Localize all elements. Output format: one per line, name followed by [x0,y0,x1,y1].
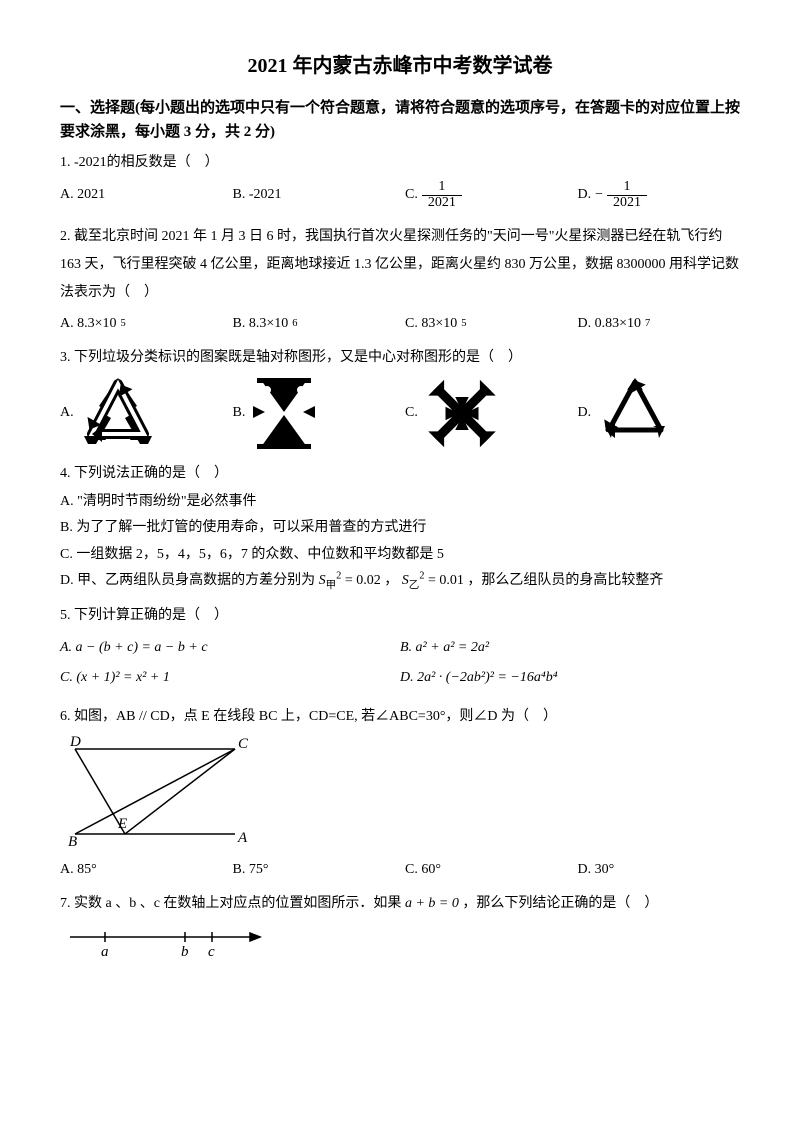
hourglass-arrows-icon [249,376,319,451]
q4-d-s2sub: 乙 [409,580,420,591]
q5-opt-d: D. 2a² · (−2ab²)² = −16a⁴b⁴ [400,667,740,689]
q4-opt-c: C. 一组数据 2，5，4，5，6，7 的众数、中位数和平均数都是 5 [60,544,740,566]
q6-label-d: D [69,734,81,750]
q7-figure: a b c [60,922,740,962]
q4-d-eq2: = 0.01 ，那么乙组队员的身高比较整齐 [428,573,663,588]
question-4: 4. 下列说法正确的是（ ） A. "清明时节雨纷纷"是必然事件 B. 为了了解… [60,463,740,593]
question-7-text: 7. 实数 a 、b 、c 在数轴上对应点的位置如图所示．如果 a + b = … [60,893,740,915]
q6-opt-a: A. 85° [60,859,223,881]
question-2-options: A. 8.3×105 B. 8.3×106 C. 83×105 D. 0.83×… [60,313,740,335]
page-title: 2021 年内蒙古赤峰市中考数学试卷 [60,50,740,82]
question-2: 2. 截至北京时间 2021 年 1 月 3 日 6 时，我国执行首次火星探测任… [60,223,740,335]
q1-d-prefix: D. [578,184,592,206]
question-6: 6. 如图，AB // CD，点 E 在线段 BC 上，CD=CE, 若∠ABC… [60,706,740,882]
question-2-text: 2. 截至北京时间 2021 年 1 月 3 日 6 时，我国执行首次火星探测任… [60,223,740,307]
q6-opt-b: B. 75° [233,859,396,881]
q4-d-s1: S [319,573,326,588]
q2-d-base: D. 0.83×10 [578,313,642,335]
question-1-text: 1. -2021的相反数是（ ） [60,152,740,174]
question-3-text: 3. 下列垃圾分类标识的图案既是轴对称图形，又是中心对称图形的是（ ） [60,347,740,369]
q7-expr: a + b = 0 [405,896,459,911]
q1-opt-c: C. 1 2021 [405,180,568,210]
q1-d-den: 2021 [607,196,647,211]
q4-d-sq2: 2 [419,570,424,581]
question-1: 1. -2021的相反数是（ ） A. 2021 B. -2021 C. 1 2… [60,152,740,211]
q3-a-label: A. [60,402,74,424]
q3-d-label: D. [578,402,592,424]
q1-d-fraction: 1 2021 [607,180,647,210]
q1-opt-d: D. − 1 2021 [578,180,741,210]
q7-label-c: c [208,944,215,960]
q6-figure: D C B E A [60,734,740,849]
q2-c-base: C. 83×10 [405,313,457,335]
q3-b-label: B. [233,402,246,424]
q1-d-minus: − [595,184,603,206]
question-6-text: 6. 如图，AB // CD，点 E 在线段 BC 上，CD=CE, 若∠ABC… [60,706,740,728]
q6-label-e: E [117,816,127,832]
q2-opt-c: C. 83×105 [405,313,568,335]
section-1-header: 一、选择题(每小题出的选项中只有一个符合题意，请将符合题意的选项序号，在答题卡的… [60,96,740,144]
question-5: 5. 下列计算正确的是（ ） A. a − (b + c) = a − b + … [60,605,740,694]
q1-a-label: A. 2021 [60,184,105,206]
q6-label-b: B [68,834,77,849]
q7-text-post: ，那么下列结论正确的是（ ） [462,896,658,911]
q4-d-s2: S [402,573,409,588]
q4-d-pre: D. 甲、乙两组队员身高数据的方差分别为 [60,573,315,588]
q3-opt-b: B. [233,376,396,451]
question-4-options: A. "清明时节雨纷纷"是必然事件 B. 为了了解一批灯管的使用寿命，可以采用普… [60,491,740,593]
q5-opt-b: B. a² + a² = 2a² [400,637,740,659]
q2-opt-a: A. 8.3×105 [60,313,223,335]
q3-opt-d: D. [578,376,741,451]
q1-b-label: B. -2021 [233,184,282,206]
q7-label-b: b [181,944,189,960]
q3-opt-c: C. [405,376,568,451]
q7-text-pre: 7. 实数 a 、b 、c 在数轴上对应点的位置如图所示．如果 [60,896,405,911]
q4-opt-b: B. 为了了解一批灯管的使用寿命，可以采用普查的方式进行 [60,517,740,539]
question-7: 7. 实数 a 、b 、c 在数轴上对应点的位置如图所示．如果 a + b = … [60,893,740,961]
q1-c-num: 1 [422,180,462,196]
recycle-outline-icon [595,376,675,451]
question-4-text: 4. 下列说法正确的是（ ） [60,463,740,485]
q7-label-a: a [101,944,109,960]
q6-opt-c: C. 60° [405,859,568,881]
q4-d-sq1: 2 [336,570,341,581]
question-5-options: A. a − (b + c) = a − b + c B. a² + a² = … [60,633,740,694]
q1-c-prefix: C. [405,184,418,206]
q5-opt-a: A. a − (b + c) = a − b + c [60,637,400,659]
question-3: 3. 下列垃圾分类标识的图案既是轴对称图形，又是中心对称图形的是（ ） A. [60,347,740,450]
q6-label-c: C [238,736,249,752]
q1-opt-b: B. -2021 [233,180,396,210]
q6-opt-d: D. 30° [578,859,741,881]
recycle-triangle-icon [78,376,158,451]
question-5-text: 5. 下列计算正确的是（ ） [60,605,740,627]
q3-c-label: C. [405,402,418,424]
q1-d-num: 1 [607,180,647,196]
question-6-options: A. 85° B. 75° C. 60° D. 30° [60,859,740,881]
q6-label-a: A [237,830,248,846]
q2-opt-d: D. 0.83×107 [578,313,741,335]
q4-d-eq1: = 0.02 ， [345,573,398,588]
q3-opt-a: A. [60,376,223,451]
q4-opt-a: A. "清明时节雨纷纷"是必然事件 [60,491,740,513]
q2-opt-b: B. 8.3×106 [233,313,396,335]
q1-c-fraction: 1 2021 [422,180,462,210]
q1-opt-a: A. 2021 [60,180,223,210]
q2-b-base: B. 8.3×10 [233,313,289,335]
question-3-options: A. [60,376,740,451]
cross-arrows-icon [422,376,502,451]
q4-opt-d: D. 甲、乙两组队员身高数据的方差分别为 S甲2 = 0.02 ， S乙2 = … [60,570,740,592]
q1-c-den: 2021 [422,196,462,211]
q2-a-base: A. 8.3×10 [60,313,117,335]
q4-d-s1sub: 甲 [326,580,337,591]
q5-opt-c: C. (x + 1)² = x² + 1 [60,667,400,689]
question-1-options: A. 2021 B. -2021 C. 1 2021 D. − 1 2021 [60,180,740,210]
